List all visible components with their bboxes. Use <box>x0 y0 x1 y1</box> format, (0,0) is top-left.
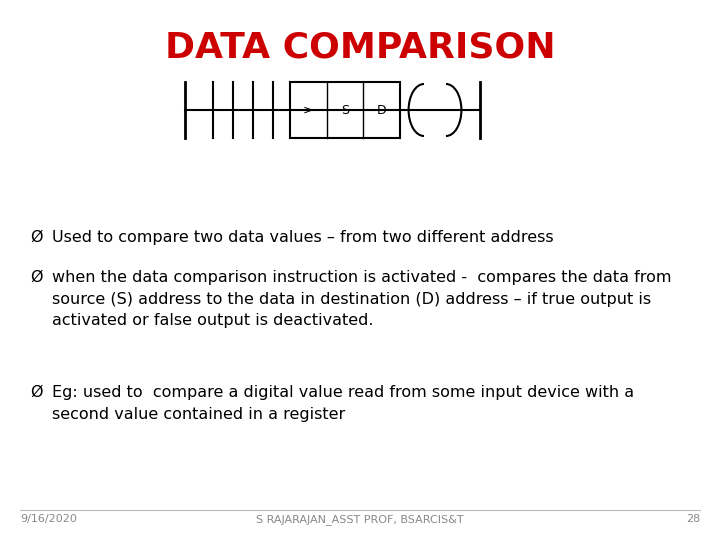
Text: Ø: Ø <box>30 270 42 285</box>
Bar <box>290 82 400 138</box>
Text: Used to compare two data values – from two different address: Used to compare two data values – from t… <box>52 230 554 245</box>
Text: D: D <box>377 104 387 117</box>
Text: S RAJARAJAN_ASST PROF, BSARCIS&T: S RAJARAJAN_ASST PROF, BSARCIS&T <box>256 514 464 525</box>
Text: 28: 28 <box>685 514 700 524</box>
Text: Ø: Ø <box>30 230 42 245</box>
Text: when the data comparison instruction is activated -  compares the data from
sour: when the data comparison instruction is … <box>52 270 672 328</box>
Text: DATA COMPARISON: DATA COMPARISON <box>165 30 555 64</box>
Text: Eg: used to  compare a digital value read from some input device with a
second v: Eg: used to compare a digital value read… <box>52 385 634 422</box>
Text: 9/16/2020: 9/16/2020 <box>20 514 77 524</box>
Text: S: S <box>341 104 349 117</box>
Text: Ø: Ø <box>30 385 42 400</box>
Text: >: > <box>303 104 314 117</box>
